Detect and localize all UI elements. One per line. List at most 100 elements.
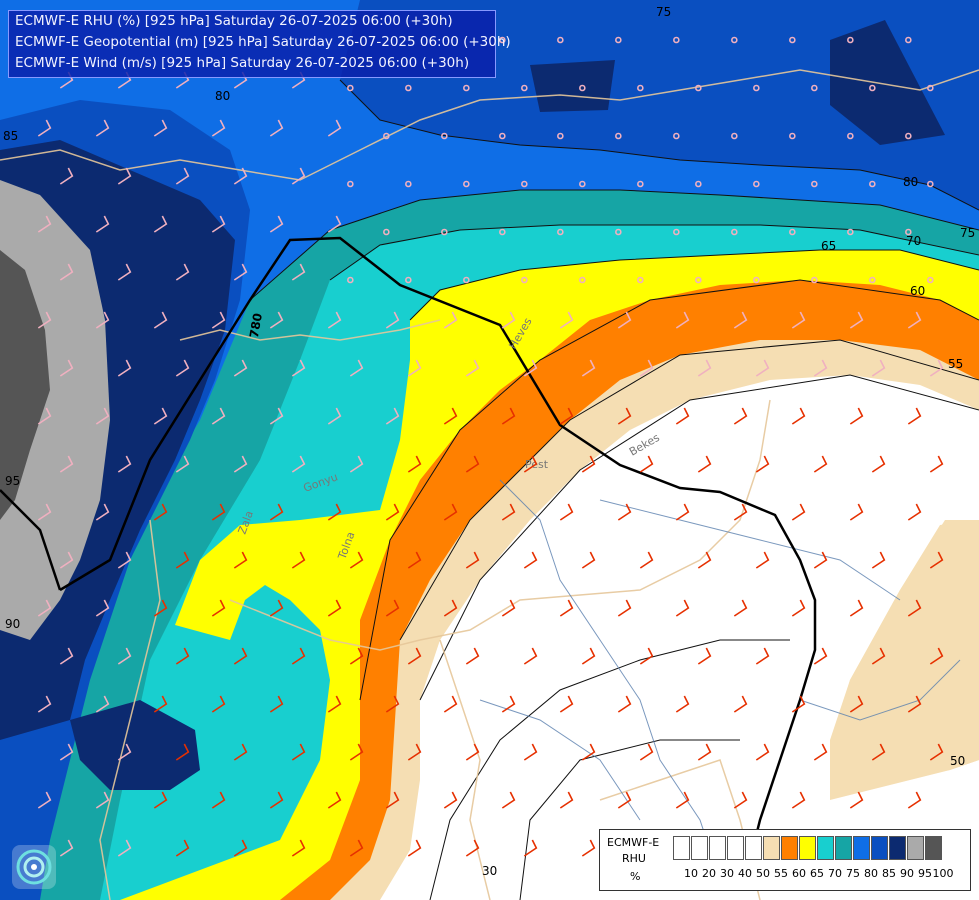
calm-wind-marker <box>499 132 506 140</box>
legend-tick-label: 80 <box>864 867 878 880</box>
calm-wind-marker <box>441 228 448 236</box>
wind-barb <box>907 791 922 809</box>
wind-barb <box>349 647 364 665</box>
wind-barb <box>233 839 248 857</box>
wind-barb <box>59 167 74 185</box>
wind-barb <box>465 551 480 569</box>
contour-label: 75 <box>960 226 975 240</box>
wind-barb <box>501 599 516 617</box>
wind-barb <box>849 503 864 521</box>
title-line-wind: ECMWF-E Wind (m/s) [925 hPa] Saturday 26… <box>15 55 470 71</box>
calm-wind-marker <box>499 228 506 236</box>
wind-barb <box>791 311 806 329</box>
wind-barb <box>291 167 306 185</box>
calm-wind-marker <box>521 84 528 92</box>
calm-wind-marker <box>521 180 528 188</box>
calm-wind-marker <box>847 132 854 140</box>
legend-model: ECMWF-E <box>607 836 660 849</box>
wind-barb <box>581 359 596 377</box>
wind-barb <box>37 695 52 713</box>
contour-label: 70 <box>906 234 921 248</box>
legend-swatch <box>781 836 798 860</box>
band-85-north <box>340 0 979 210</box>
wind-barb <box>465 359 480 377</box>
contour-75 <box>249 189 979 301</box>
contour-30b <box>519 739 740 900</box>
wind-barb <box>733 695 748 713</box>
wind-barb <box>639 359 654 377</box>
legend-swatch <box>709 836 726 860</box>
wind-barb <box>791 599 806 617</box>
wind-barb <box>211 311 226 329</box>
wind-barb <box>153 311 168 329</box>
wind-barb <box>269 503 284 521</box>
wind-barb <box>871 551 886 569</box>
title-box: ECMWF-E RHU (%) [925 hPa] Saturday 26-07… <box>8 10 511 78</box>
wind-barb <box>907 599 922 617</box>
wind-barb <box>523 839 538 857</box>
wind-barb <box>211 503 226 521</box>
contour-label: 65 <box>821 239 836 253</box>
legend-swatch <box>691 836 708 860</box>
wind-barb <box>117 839 132 857</box>
calm-wind-marker <box>927 180 934 188</box>
wind-barb <box>675 503 690 521</box>
legend-tick-label: 100 <box>932 867 954 880</box>
wind-barb <box>675 311 690 329</box>
wind-barb <box>465 455 480 473</box>
legend-swatch <box>745 836 762 860</box>
wind-barb <box>269 791 284 809</box>
calm-wind-marker <box>847 36 854 44</box>
wind-barb <box>59 839 74 857</box>
calm-wind-marker <box>579 84 586 92</box>
wind-barb <box>59 743 74 761</box>
wind-barb <box>175 551 190 569</box>
wind-barb <box>813 551 828 569</box>
wind-barb <box>675 599 690 617</box>
legend-swatch <box>853 836 870 860</box>
wind-barb <box>37 791 52 809</box>
wind-barb <box>443 407 458 425</box>
wind-barb <box>211 791 226 809</box>
calm-wind-marker <box>789 132 796 140</box>
calm-wind-marker <box>927 84 934 92</box>
wind-barb <box>407 551 422 569</box>
legend-tick-label: 85 <box>882 867 896 880</box>
contour-label: 60 <box>910 284 925 298</box>
calm-wind-marker <box>905 36 912 44</box>
wind-barb <box>407 455 422 473</box>
calm-wind-marker <box>811 84 818 92</box>
calm-wind-marker <box>753 180 760 188</box>
legend-swatch <box>817 836 834 860</box>
wind-barb <box>385 311 400 329</box>
wind-barb <box>849 407 864 425</box>
legend-swatch <box>727 836 744 860</box>
wind-barb <box>443 503 458 521</box>
wind-barb <box>175 167 190 185</box>
wind-barb <box>675 791 690 809</box>
wind-barb <box>733 407 748 425</box>
wind-barb <box>581 455 596 473</box>
wind-barb <box>291 839 306 857</box>
wind-barb <box>813 455 828 473</box>
wind-barb <box>95 599 110 617</box>
wind-barb <box>791 407 806 425</box>
wind-barb <box>211 695 226 713</box>
wind-barb <box>269 695 284 713</box>
wind-barb <box>907 503 922 521</box>
wind-barb <box>849 695 864 713</box>
legend-unit: % <box>630 870 641 883</box>
wind-barb <box>59 455 74 473</box>
calm-wind-marker <box>557 36 564 44</box>
band-90-southwest <box>70 700 200 790</box>
calm-wind-marker <box>615 132 622 140</box>
wind-barb <box>907 311 922 329</box>
wind-barb <box>211 599 226 617</box>
wind-barb <box>385 695 400 713</box>
band-90-north-b <box>830 20 945 145</box>
wind-barb <box>465 647 480 665</box>
tan-patch-east <box>830 520 979 790</box>
wind-barb <box>211 119 226 137</box>
wind-barb <box>675 695 690 713</box>
band-100-west <box>0 250 50 520</box>
